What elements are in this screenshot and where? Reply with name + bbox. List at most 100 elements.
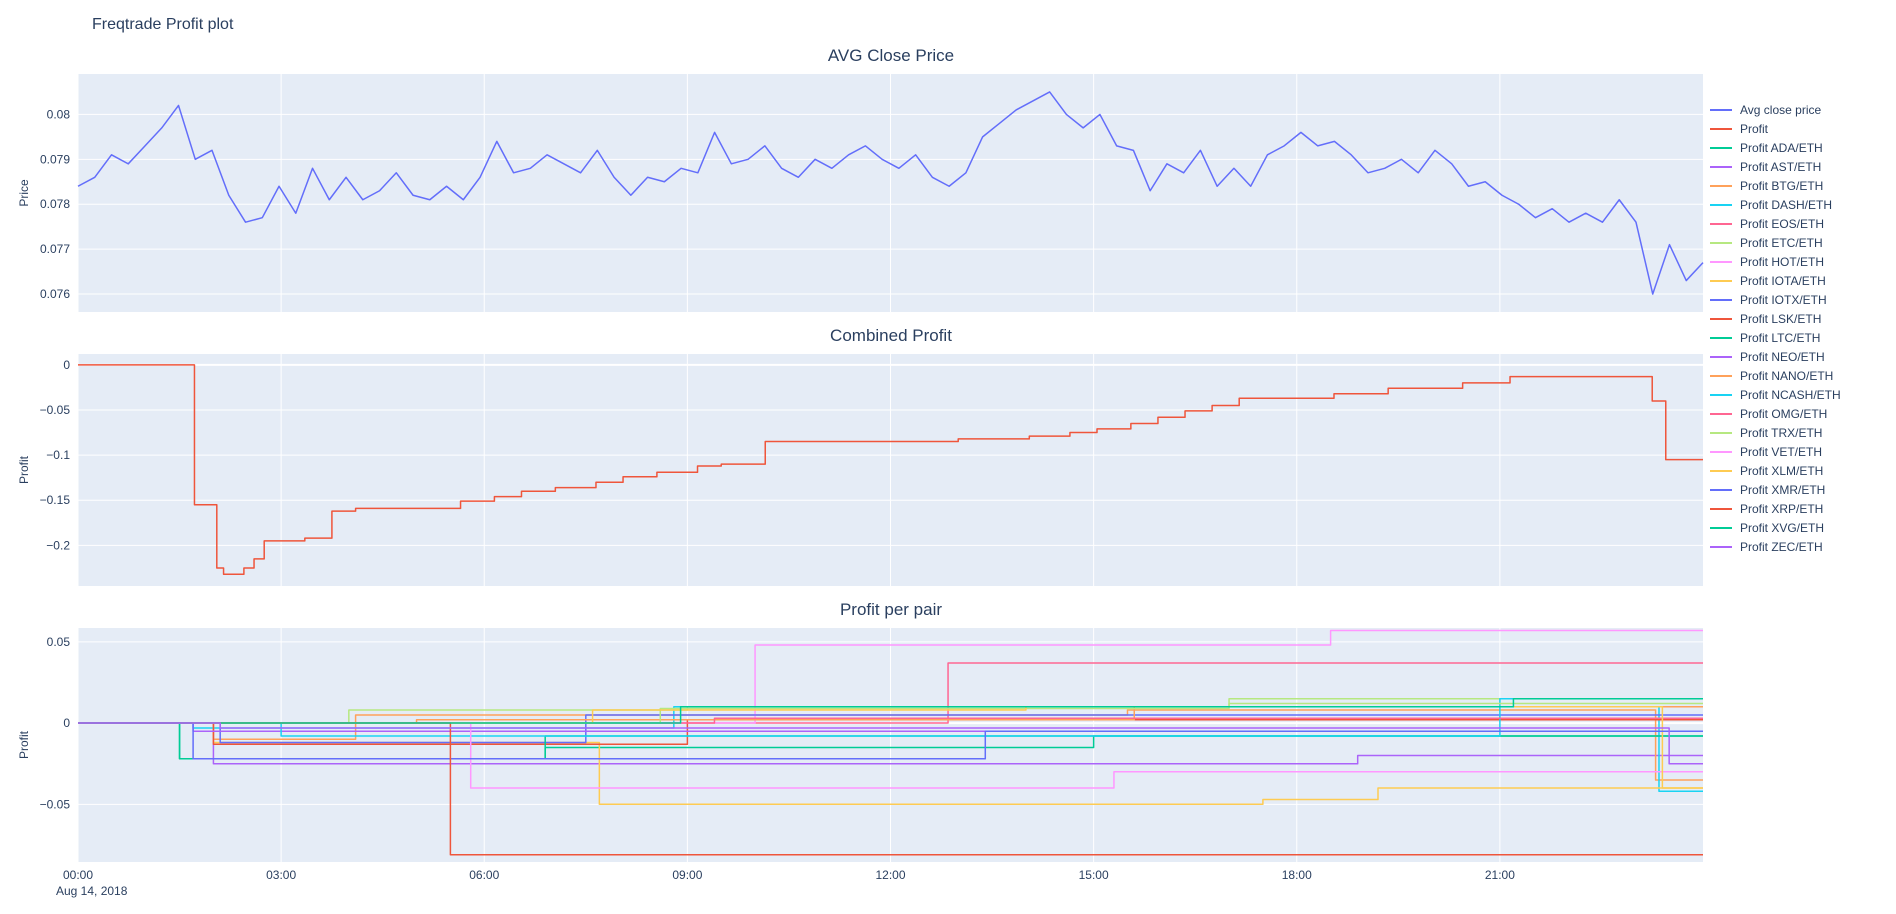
legend-item-profit-etc-eth[interactable]: Profit ETC/ETH — [1710, 233, 1880, 252]
legend-item-profit-omg-eth[interactable]: Profit OMG/ETH — [1710, 404, 1880, 423]
main-area: AVG Close Price 0.076 0.077 0.078 0.079 0.08… — [14, 44, 1882, 908]
x-tick-label: 18:00 — [1282, 868, 1312, 882]
legend-item-label: Profit NEO/ETH — [1740, 349, 1825, 364]
x-axis-date-label: Aug 14, 2018 — [56, 884, 128, 898]
legend-item-label: Profit LTC/ETH — [1740, 330, 1821, 345]
legend-item-label: Profit LSK/ETH — [1740, 311, 1822, 326]
combined-profit-plot[interactable]: 0 −0.05 −0.1 −0.15 −0.2 Profit — [14, 350, 1704, 592]
y-tick-label: −0.05 — [40, 403, 71, 417]
legend-item-profit-nano-eth[interactable]: Profit NANO/ETH — [1710, 366, 1880, 385]
legend-swatch — [1710, 336, 1732, 339]
legend-item-profit-xrp-eth[interactable]: Profit XRP/ETH — [1710, 499, 1880, 518]
legend-item-label: Profit BTG/ETH — [1740, 178, 1824, 193]
legend-swatch — [1710, 279, 1732, 282]
legend-swatch — [1710, 374, 1732, 377]
x-tick-label: 09:00 — [672, 868, 702, 882]
legend-item-label: Profit XLM/ETH — [1740, 463, 1824, 478]
page-title: Freqtrade Profit plot — [92, 16, 234, 33]
legend-swatch — [1710, 412, 1732, 415]
legend-item-label: Profit ZEC/ETH — [1740, 539, 1823, 554]
legend-item-label: Profit XVG/ETH — [1740, 520, 1825, 535]
legend-item-profit-hot-eth[interactable]: Profit HOT/ETH — [1710, 252, 1880, 271]
x-tick-label: 15:00 — [1079, 868, 1109, 882]
charts-column: AVG Close Price 0.076 0.077 0.078 0.079 0.08… — [14, 44, 1704, 908]
subplot-title-combined-profit: Combined Profit — [830, 326, 952, 345]
legend-item-profit-iota-eth[interactable]: Profit IOTA/ETH — [1710, 271, 1880, 290]
legend-swatch — [1710, 298, 1732, 301]
legend-item-profit-ada-eth[interactable]: Profit ADA/ETH — [1710, 138, 1880, 157]
profit-per-pair-plot[interactable]: 00:00 03:00 06:00 09:00 12:00 15:00 18:00 21:00… — [14, 624, 1704, 900]
series-profit-zec-eth — [78, 722, 1703, 765]
y-tick-label: 0.076 — [40, 287, 70, 301]
y-tick-label: −0.1 — [46, 448, 70, 462]
legend-item-label: Profit XMR/ETH — [1740, 482, 1826, 497]
legend-item-label: Profit IOTA/ETH — [1740, 273, 1826, 288]
legend-item-profit-dash-eth[interactable]: Profit DASH/ETH — [1710, 195, 1880, 214]
legend-swatch — [1710, 469, 1732, 472]
legend-item-avg-close-price[interactable]: Avg close price — [1710, 100, 1880, 119]
legend-item-label: Profit HOT/ETH — [1740, 254, 1825, 269]
avg-close-price-chart[interactable]: 0.076 0.077 0.078 0.079 0.08 Price — [14, 70, 1704, 318]
y-tick-label: 0.077 — [40, 242, 70, 256]
legend-item-profit-vet-eth[interactable]: Profit VET/ETH — [1710, 442, 1880, 461]
legend-item-label: Profit TRX/ETH — [1740, 425, 1823, 440]
legend-item-label: Profit VET/ETH — [1740, 444, 1823, 459]
y-tick-label: 0 — [63, 716, 70, 730]
legend-item-label: Avg close price — [1740, 102, 1822, 117]
legend-item-profit-eos-eth[interactable]: Profit EOS/ETH — [1710, 214, 1880, 233]
legend-swatch — [1710, 184, 1732, 187]
legend-item-profit-btg-eth[interactable]: Profit BTG/ETH — [1710, 176, 1880, 195]
legend-item-label: Profit ADA/ETH — [1740, 140, 1823, 155]
series-avg-close-price — [77, 91, 1704, 295]
legend-item-label: Profit — [1740, 121, 1769, 136]
legend-swatch — [1710, 526, 1732, 529]
legend-item-profit-zec-eth[interactable]: Profit ZEC/ETH — [1710, 537, 1880, 556]
y-tick-label: 0.079 — [40, 152, 70, 166]
y-tick-label: 0.08 — [47, 107, 71, 121]
legend-item-profit-ast-eth[interactable]: Profit AST/ETH — [1710, 157, 1880, 176]
y-tick-label: 0.05 — [47, 635, 71, 649]
legend-swatch — [1710, 241, 1732, 244]
y-tick-label: −0.15 — [40, 493, 71, 507]
x-tick-label: 12:00 — [875, 868, 905, 882]
legend-item-profit-iotx-eth[interactable]: Profit IOTX/ETH — [1710, 290, 1880, 309]
subplot-combined-profit: Combined Profit 0 −0.05 −0.1 −0.15 −0.2 Profi… — [14, 326, 1704, 592]
legend-item-profit-xvg-eth[interactable]: Profit XVG/ETH — [1710, 518, 1880, 537]
legend-swatch — [1710, 108, 1732, 111]
legend-item-profit-ncash-eth[interactable]: Profit NCASH/ETH — [1710, 385, 1880, 404]
y-axis-title: Price — [17, 179, 31, 207]
legend-swatch — [1710, 507, 1732, 510]
legend-item-profit-xmr-eth[interactable]: Profit XMR/ETH — [1710, 480, 1880, 499]
legend-swatch — [1710, 488, 1732, 491]
legend-item-label: Profit IOTX/ETH — [1740, 292, 1827, 307]
series-profit-xvg-eth — [78, 697, 1703, 724]
legend-item-label: Profit ETC/ETH — [1740, 235, 1823, 250]
legend-item-profit-neo-eth[interactable]: Profit NEO/ETH — [1710, 347, 1880, 366]
legend-swatch — [1710, 545, 1732, 548]
legend-item-profit-trx-eth[interactable]: Profit TRX/ETH — [1710, 423, 1880, 442]
legend-swatch — [1710, 260, 1732, 263]
y-axis-title: Profit — [17, 730, 31, 759]
legend-item-profit[interactable]: Profit — [1710, 119, 1880, 138]
avg-close-price-plot[interactable]: 0.076 0.077 0.078 0.079 0.08 Price — [14, 70, 1704, 318]
legend-swatch — [1710, 203, 1732, 206]
legend-item-profit-ltc-eth[interactable]: Profit LTC/ETH — [1710, 328, 1880, 347]
profit-per-pair-chart[interactable]: 00:00 03:00 06:00 09:00 12:00 15:00 18:00 21:00… — [14, 624, 1704, 900]
legend-swatch — [1710, 222, 1732, 225]
subplot-profit-per-pair: Profit per pair 00:00 03:00 06:00 09:00 12:0… — [14, 600, 1704, 900]
legend-swatch — [1710, 431, 1732, 434]
legend: Avg close price Profit Profit ADA/ETH Profi… — [1710, 44, 1880, 908]
legend-item-profit-lsk-eth[interactable]: Profit LSK/ETH — [1710, 309, 1880, 328]
legend-swatch — [1710, 165, 1732, 168]
legend-item-label: Profit NANO/ETH — [1740, 368, 1834, 383]
legend-item-label: Profit OMG/ETH — [1740, 406, 1828, 421]
legend-swatch — [1710, 146, 1732, 149]
x-tick-label: 03:00 — [266, 868, 296, 882]
legend-swatch — [1710, 127, 1732, 130]
subplot-title-profit-per-pair: Profit per pair — [839, 600, 943, 619]
series-profit — [78, 364, 1703, 576]
combined-profit-chart[interactable]: 0 −0.05 −0.1 −0.15 −0.2 Profit — [14, 350, 1704, 592]
legend-item-profit-xlm-eth[interactable]: Profit XLM/ETH — [1710, 461, 1880, 480]
subplot-avg-close-price: AVG Close Price 0.076 0.077 0.078 0.079 0.08… — [14, 46, 1704, 318]
